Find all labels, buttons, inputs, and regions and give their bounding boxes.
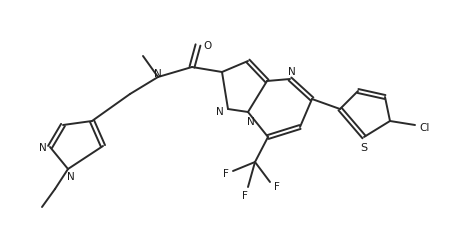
Text: N: N xyxy=(39,142,47,152)
Text: Cl: Cl xyxy=(420,122,430,132)
Text: N: N xyxy=(154,69,162,79)
Text: O: O xyxy=(203,41,211,51)
Text: F: F xyxy=(274,181,280,191)
Text: N: N xyxy=(216,106,224,116)
Text: N: N xyxy=(67,171,75,181)
Text: F: F xyxy=(223,168,229,178)
Text: F: F xyxy=(242,190,248,200)
Text: S: S xyxy=(360,142,368,152)
Text: N: N xyxy=(288,67,296,77)
Text: N: N xyxy=(247,116,255,126)
